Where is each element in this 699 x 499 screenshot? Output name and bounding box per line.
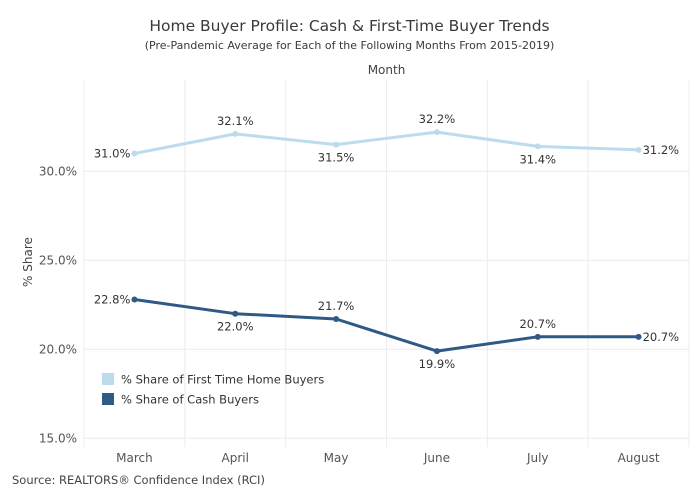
data-label: 21.7% bbox=[318, 299, 355, 313]
data-label: 19.9% bbox=[419, 357, 456, 371]
x-tick-label: April bbox=[222, 451, 249, 465]
legend-swatch bbox=[102, 373, 114, 385]
data-point bbox=[333, 316, 340, 323]
data-point bbox=[433, 129, 440, 136]
chart-subtitle: (Pre-Pandemic Average for Each of the Fo… bbox=[144, 39, 555, 52]
data-point bbox=[534, 333, 541, 340]
data-label: 20.7% bbox=[643, 330, 680, 344]
source-note: Source: REALTORS® Confidence Index (RCI) bbox=[12, 473, 265, 487]
chart-title: Home Buyer Profile: Cash & First-Time Bu… bbox=[149, 17, 550, 35]
y-tick-label: 20.0% bbox=[39, 342, 77, 356]
data-point bbox=[333, 141, 340, 148]
data-point bbox=[433, 348, 440, 355]
y-tick-label: 30.0% bbox=[39, 164, 77, 178]
legend-swatch bbox=[102, 393, 114, 405]
legend-label: % Share of Cash Buyers bbox=[121, 393, 259, 407]
data-label: 22.0% bbox=[217, 320, 254, 334]
data-point bbox=[131, 150, 138, 157]
x-tick-label: August bbox=[618, 451, 660, 465]
x-tick-label: July bbox=[526, 451, 549, 465]
data-label: 31.0% bbox=[94, 147, 131, 161]
data-label: 22.8% bbox=[94, 292, 131, 306]
data-point bbox=[131, 296, 138, 303]
data-point bbox=[232, 130, 239, 137]
x-tick-label: June bbox=[423, 451, 450, 465]
y-axis-title: % Share bbox=[21, 237, 35, 287]
legend-label: % Share of First Time Home Buyers bbox=[121, 373, 324, 387]
data-point bbox=[635, 333, 642, 340]
data-point bbox=[232, 310, 239, 317]
data-label: 32.1% bbox=[217, 114, 254, 128]
y-tick-label: 15.0% bbox=[39, 431, 77, 445]
x-tick-label: March bbox=[116, 451, 153, 465]
data-label: 31.2% bbox=[643, 143, 680, 157]
data-label: 32.2% bbox=[419, 112, 456, 126]
x-tick-label: May bbox=[324, 451, 349, 465]
data-label: 31.4% bbox=[519, 152, 556, 166]
x-axis-title: Month bbox=[368, 63, 406, 77]
series-line-first-time-buyers bbox=[134, 130, 639, 155]
series-line-cash-buyers bbox=[134, 298, 639, 353]
y-tick-label: 25.0% bbox=[39, 253, 77, 267]
data-point bbox=[635, 146, 642, 153]
data-label: 31.5% bbox=[318, 151, 355, 165]
data-point bbox=[534, 143, 541, 150]
data-label: 20.7% bbox=[519, 317, 556, 331]
